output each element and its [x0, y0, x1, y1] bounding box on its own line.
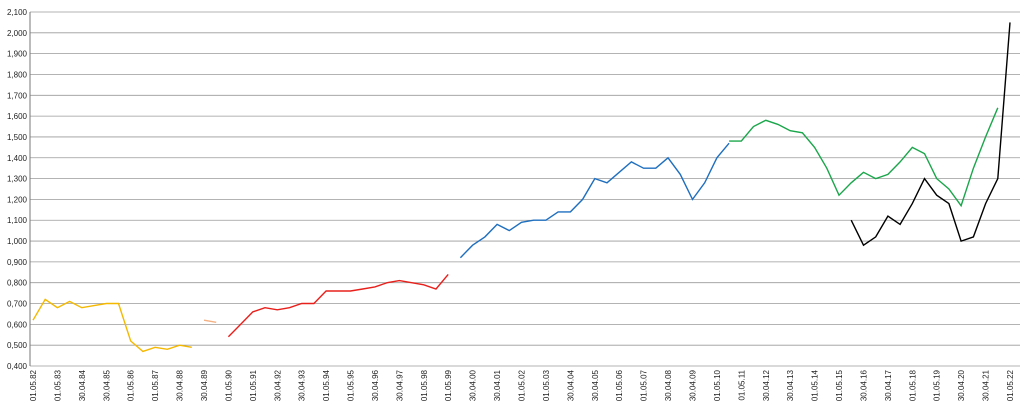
x-tick-label: 01.05.90 — [224, 369, 233, 401]
x-tick-label: 01.05.03 — [542, 369, 551, 401]
x-tick-label: 30.04.09 — [688, 369, 697, 401]
series-line — [203, 319, 217, 323]
x-tick-label: 01.05.98 — [420, 369, 429, 401]
y-tick-label: 1,800 — [7, 70, 28, 79]
x-tick-label: 01.05.87 — [151, 369, 160, 401]
x-tick-label: 30.04.00 — [469, 369, 478, 401]
x-tick-label: 01.05.86 — [127, 369, 136, 401]
x-tick-label: 01.05.06 — [615, 369, 624, 401]
x-tick-label: 01.05.02 — [518, 369, 527, 401]
x-tick-label: 30.04.93 — [298, 369, 307, 401]
y-tick-label: 2,000 — [7, 29, 28, 38]
x-tick-label: 01.05.82 — [29, 369, 38, 401]
x-tick-label: 01.05.22 — [1006, 369, 1015, 401]
x-tick-label: 30.04.85 — [102, 369, 111, 401]
x-tick-label: 01.05.15 — [835, 369, 844, 401]
y-tick-label: 1,200 — [7, 195, 28, 204]
y-tick-label: 0,800 — [7, 279, 28, 288]
y-tick-label: 0,400 — [7, 362, 28, 371]
y-tick-label: 1,300 — [7, 175, 28, 184]
y-tick-label: 1,100 — [7, 216, 28, 225]
y-tick-label: 0,900 — [7, 258, 28, 267]
y-tick-label: 1,600 — [7, 112, 28, 121]
x-tick-label: 30.04.13 — [786, 369, 795, 401]
x-tick-label: 01.05.18 — [908, 369, 917, 401]
x-tick-label: 30.04.89 — [200, 369, 209, 401]
x-tick-label: 01.05.95 — [347, 369, 356, 401]
x-tick-label: 01.05.99 — [444, 369, 453, 401]
y-tick-label: 1,700 — [7, 91, 28, 100]
x-tick-label: 30.04.05 — [591, 369, 600, 401]
x-tick-label: 30.04.92 — [273, 369, 282, 401]
x-tick-label: 01.05.19 — [933, 369, 942, 401]
x-tick-label: 01.05.07 — [640, 369, 649, 401]
y-tick-label: 0,500 — [7, 341, 28, 350]
x-tick-label: 30.04.97 — [395, 369, 404, 401]
x-tick-label: 01.05.11 — [737, 369, 746, 400]
y-tick-label: 1,500 — [7, 133, 28, 142]
x-tick-label: 01.05.91 — [249, 369, 258, 401]
x-tick-label: 30.04.16 — [859, 369, 868, 401]
x-tick-label: 30.04.96 — [371, 369, 380, 401]
y-tick-label: 1,000 — [7, 237, 28, 246]
x-tick-label: 01.05.83 — [53, 369, 62, 401]
y-tick-label: 0,600 — [7, 320, 28, 329]
x-tick-label: 01.05.14 — [811, 369, 820, 401]
x-tick-label: 30.04.12 — [762, 369, 771, 401]
x-tick-label: 30.04.20 — [957, 369, 966, 401]
series-line — [227, 273, 449, 338]
x-tick-label: 30.04.17 — [884, 369, 893, 401]
y-tick-label: 2,100 — [7, 8, 28, 17]
x-tick-label: 30.04.21 — [982, 369, 991, 401]
x-tick-label: 30.04.88 — [176, 369, 185, 401]
y-tick-label: 0,700 — [7, 300, 28, 309]
x-tick-label: 01.05.10 — [713, 369, 722, 401]
x-tick-label: 30.04.08 — [664, 369, 673, 401]
x-tick-label: 01.05.94 — [322, 369, 331, 401]
series-line — [729, 107, 999, 208]
y-tick-label: 1,400 — [7, 154, 28, 163]
x-tick-label: 30.04.84 — [78, 369, 87, 401]
x-tick-label: 30.04.01 — [493, 369, 502, 401]
series-line — [459, 142, 730, 259]
series-line — [32, 298, 192, 353]
x-tick-label: 30.04.04 — [566, 369, 575, 401]
y-tick-label: 1,900 — [7, 50, 28, 59]
series-line — [850, 22, 1011, 247]
